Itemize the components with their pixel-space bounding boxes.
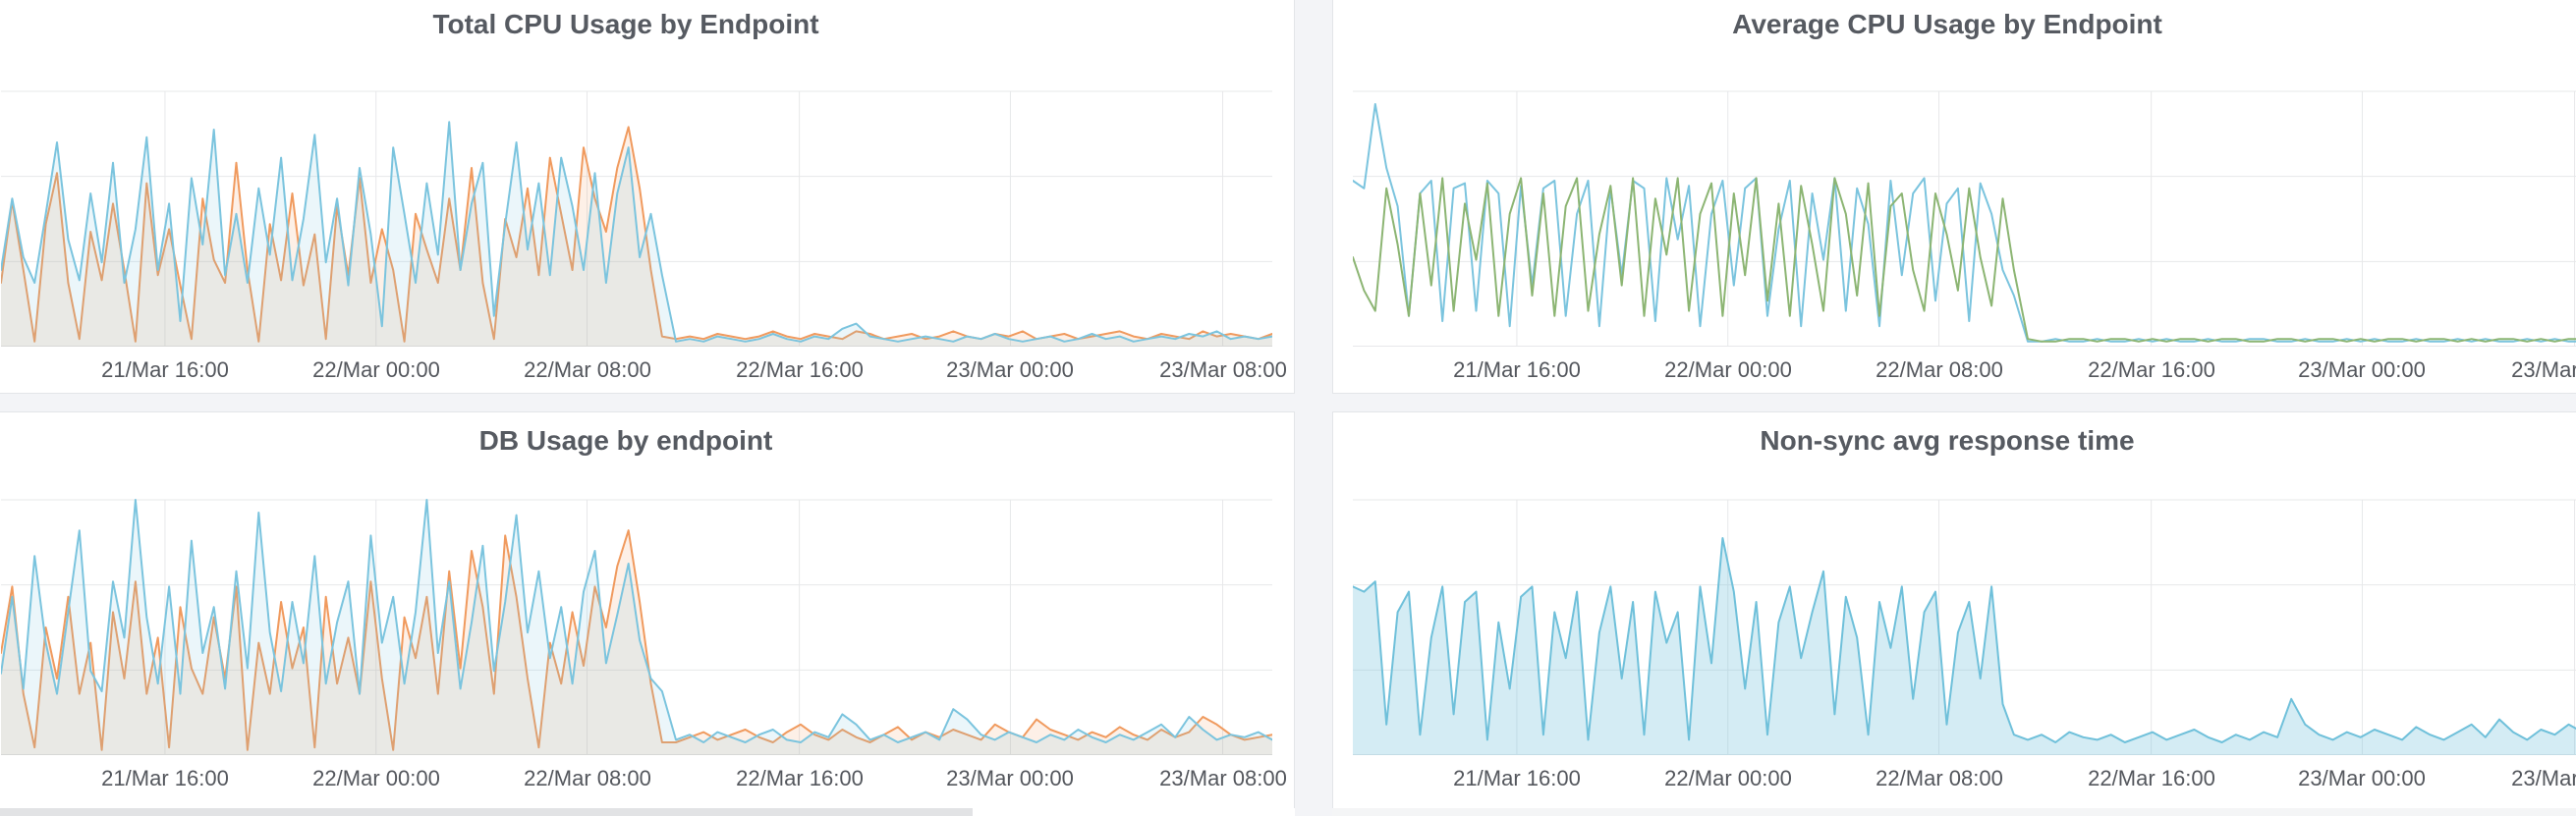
total-cpu-plot-area[interactable]: 21/Mar 16:00 22/Mar 00:00 22/Mar 08:00 22/M… — [1, 54, 1287, 388]
panel-title[interactable]: Average CPU Usage by Endpoint — [1732, 9, 2162, 39]
next-row-panel-gap — [973, 808, 1295, 816]
x-tick-label: 22/Mar 08:00 — [524, 357, 651, 382]
panel-average-cpu-usage: Average CPU Usage by Endpoint 21/Mar 16:… — [1332, 0, 2576, 394]
series-line-orange-endpoint — [1, 126, 1272, 343]
x-tick-label: 22/Mar 08:00 — [524, 766, 651, 790]
series-area-light-blue-endpoint — [1, 500, 1272, 755]
x-tick-label: 22/Mar 16:00 — [736, 357, 864, 382]
x-tick-label: 23/Mar 08:00 — [2511, 357, 2576, 382]
x-tick-label: 21/Mar 16:00 — [101, 357, 229, 382]
x-tick-label: 22/Mar 16:00 — [736, 766, 864, 790]
panel-title[interactable]: DB Usage by endpoint — [478, 425, 773, 456]
x-axis: 21/Mar 16:00 22/Mar 00:00 22/Mar 08:00 22/M… — [1353, 766, 2576, 795]
db-usage-plot-area[interactable]: 21/Mar 16:00 22/Mar 00:00 22/Mar 08:00 22/M… — [1, 462, 1287, 796]
panel-non-sync-avg-response-time: Non-sync avg response time 21/Mar 16:00 2… — [1332, 411, 2576, 809]
x-tick-label: 22/Mar 00:00 — [312, 766, 440, 790]
x-tick-label: 22/Mar 00:00 — [1664, 357, 1792, 382]
panel-db-usage: DB Usage by endpoint 21/Mar 16:00 22/Mar … — [0, 411, 1295, 809]
x-tick-label: 23/Mar 08:00 — [2511, 766, 2576, 790]
series-line-light-blue-response-time — [1353, 537, 2576, 743]
x-tick-label: 21/Mar 16:00 — [1453, 357, 1581, 382]
x-axis: 21/Mar 16:00 22/Mar 00:00 22/Mar 08:00 22/M… — [1, 766, 1287, 795]
series-line-light-blue-endpoint — [1, 499, 1272, 743]
response-time-plot-area[interactable]: 21/Mar 16:00 22/Mar 00:00 22/Mar 08:00 22/M… — [1353, 462, 2576, 796]
x-tick-label: 22/Mar 16:00 — [2088, 766, 2215, 790]
x-tick-label: 22/Mar 00:00 — [1664, 766, 1792, 790]
x-axis: 21/Mar 16:00 22/Mar 00:00 22/Mar 08:00 22/M… — [1, 357, 1287, 387]
series-line-green-endpoint — [1353, 177, 2576, 343]
panel-title[interactable]: Total CPU Usage by Endpoint — [432, 9, 819, 39]
db-usage-chart[interactable] — [1, 462, 1272, 755]
series-area-light-blue-response-time — [1353, 538, 2576, 755]
x-tick-label: 21/Mar 16:00 — [1453, 766, 1581, 790]
x-tick-label: 23/Mar 00:00 — [946, 766, 1074, 790]
next-row-panel-edge-right — [1332, 808, 2576, 816]
x-tick-label: 22/Mar 16:00 — [2088, 357, 2215, 382]
x-tick-label: 21/Mar 16:00 — [101, 766, 229, 790]
series-line-light-blue-endpoint — [1, 121, 1272, 343]
x-tick-label: 23/Mar 00:00 — [946, 357, 1074, 382]
x-tick-label: 22/Mar 08:00 — [1876, 357, 2003, 382]
average-cpu-chart[interactable] — [1353, 54, 2576, 347]
panel-total-cpu-usage: Total CPU Usage by Endpoint 21/Mar 16:00… — [0, 0, 1295, 394]
total-cpu-chart[interactable] — [1, 54, 1272, 347]
x-tick-label: 22/Mar 00:00 — [312, 357, 440, 382]
series-line-light-blue-endpoint — [1353, 103, 2576, 343]
x-tick-label: 23/Mar 08:00 — [1159, 766, 1287, 790]
x-axis: 21/Mar 16:00 22/Mar 00:00 22/Mar 08:00 22/M… — [1353, 357, 2576, 387]
x-tick-label: 22/Mar 08:00 — [1876, 766, 2003, 790]
response-time-chart[interactable] — [1353, 462, 2576, 755]
panel-title[interactable]: Non-sync avg response time — [1760, 425, 2135, 456]
average-cpu-plot-area[interactable]: 21/Mar 16:00 22/Mar 00:00 22/Mar 08:00 22/M… — [1353, 54, 2576, 388]
x-tick-label: 23/Mar 08:00 — [1159, 357, 1287, 382]
x-tick-label: 23/Mar 00:00 — [2298, 357, 2426, 382]
x-tick-label: 23/Mar 00:00 — [2298, 766, 2426, 790]
next-row-panel-edge-left — [0, 808, 973, 816]
